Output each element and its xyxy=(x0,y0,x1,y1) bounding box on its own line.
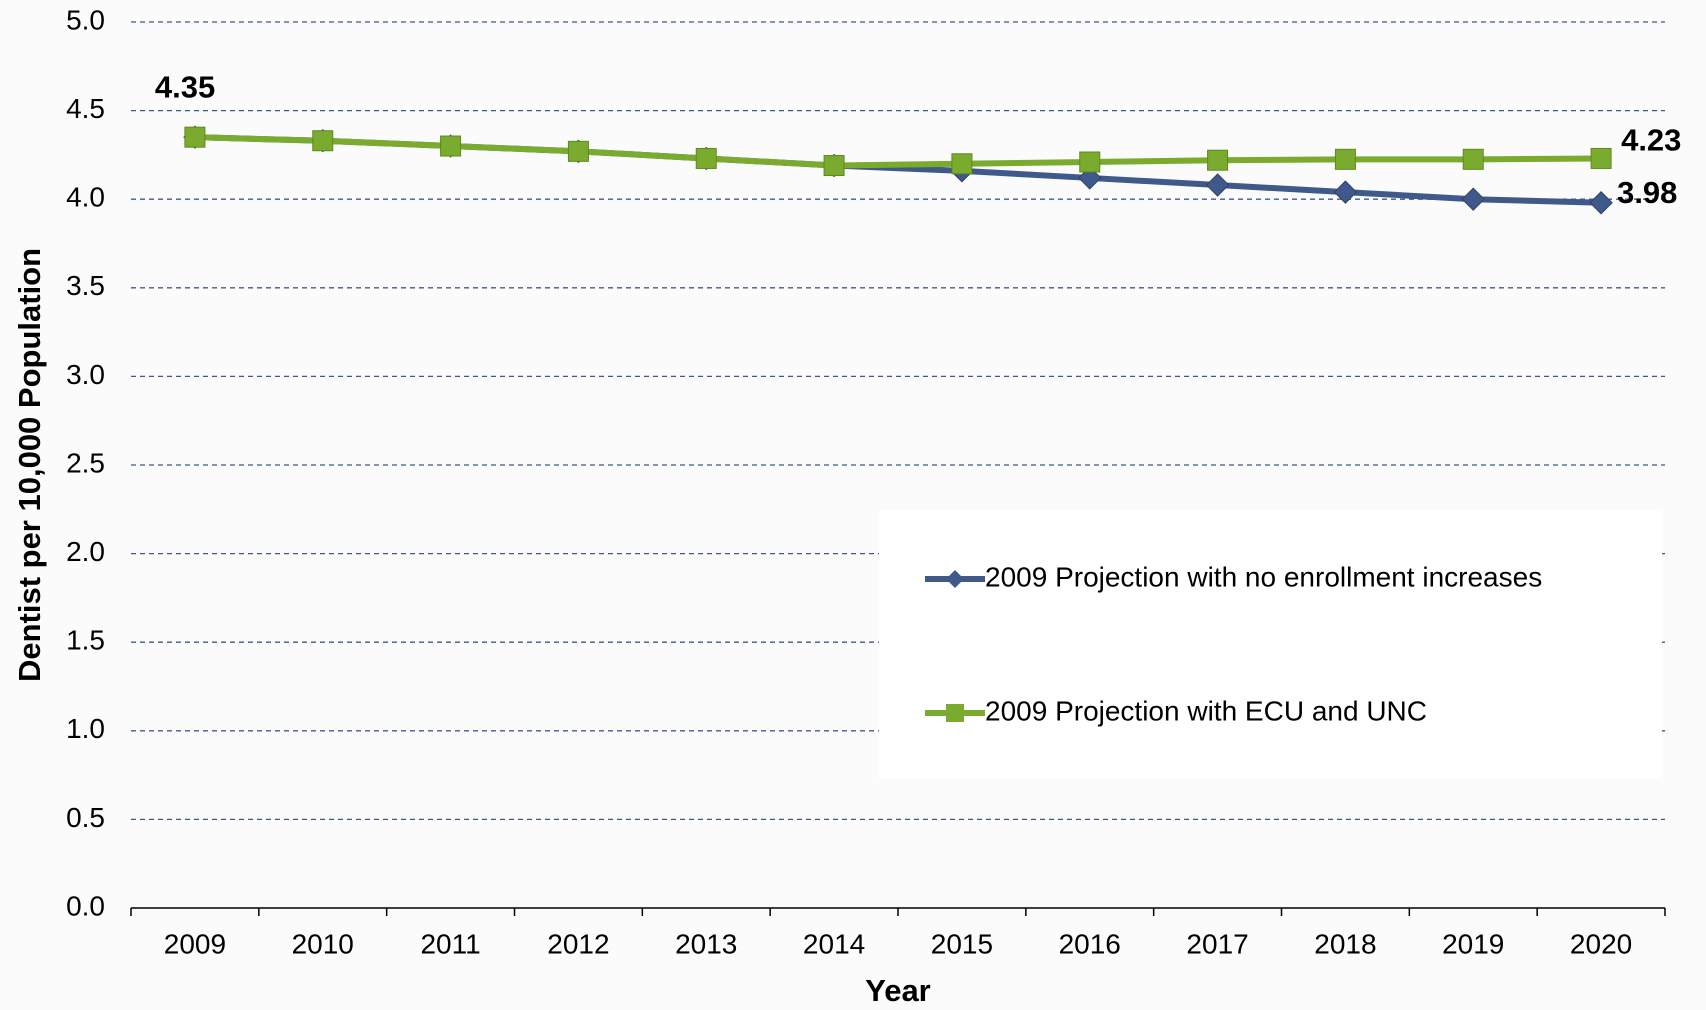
x-tick-label: 2011 xyxy=(420,928,480,959)
x-tick-label: 2012 xyxy=(547,928,609,959)
legend-box xyxy=(879,511,1662,779)
x-tick-label: 2010 xyxy=(292,928,354,959)
y-tick-label: 0.0 xyxy=(66,890,105,921)
y-tick-label: 3.0 xyxy=(66,359,105,390)
legend-marker xyxy=(946,570,964,588)
x-tick-label: 2017 xyxy=(1186,928,1248,959)
x-tick-label: 2009 xyxy=(164,928,226,959)
data-point xyxy=(695,147,717,169)
data-point xyxy=(1462,148,1484,170)
data-point xyxy=(951,153,973,175)
y-tick-label: 1.0 xyxy=(66,713,105,744)
data-point xyxy=(1461,187,1485,211)
x-tick-label: 2018 xyxy=(1314,928,1376,959)
data-point xyxy=(567,140,589,162)
x-tick-label: 2015 xyxy=(931,928,993,959)
data-point xyxy=(184,126,206,148)
x-tick-label: 2014 xyxy=(803,928,865,959)
x-tick-label: 2020 xyxy=(1570,928,1632,959)
y-tick-label: 2.0 xyxy=(66,536,105,567)
y-tick-label: 2.5 xyxy=(66,447,105,478)
data-point xyxy=(1333,180,1358,204)
x-tick-label: 2016 xyxy=(1059,928,1121,959)
data-point xyxy=(1205,173,1230,197)
data-point xyxy=(823,155,845,177)
y-tick-label: 3.5 xyxy=(66,270,105,301)
data-point xyxy=(1207,149,1229,171)
legend-label: 2009 Projection with no enrollment incre… xyxy=(985,561,1542,592)
data-label: 3.98 xyxy=(1617,175,1677,210)
y-tick-label: 0.5 xyxy=(66,802,105,833)
y-tick-label: 5.0 xyxy=(66,4,105,35)
x-axis-title: Year xyxy=(865,973,931,1008)
x-tick-label: 2013 xyxy=(675,928,737,959)
data-point xyxy=(1589,191,1613,215)
series-line xyxy=(194,134,1602,169)
y-axis-title: Dentist per 10,000 Population xyxy=(12,248,47,682)
y-tick-label: 4.5 xyxy=(66,93,105,124)
data-point xyxy=(440,135,462,157)
legend-marker xyxy=(946,704,964,722)
data-point xyxy=(1334,148,1356,170)
data-label: 4.35 xyxy=(155,69,215,104)
data-label: 4.23 xyxy=(1621,123,1681,158)
data-point xyxy=(1590,147,1612,169)
legend-label: 2009 Projection with ECU and UNC xyxy=(985,695,1427,726)
y-tick-label: 1.5 xyxy=(66,625,105,656)
data-point xyxy=(1079,151,1101,173)
y-tick-label: 4.0 xyxy=(66,182,105,213)
data-point xyxy=(312,130,334,152)
x-tick-label: 2019 xyxy=(1442,928,1504,959)
